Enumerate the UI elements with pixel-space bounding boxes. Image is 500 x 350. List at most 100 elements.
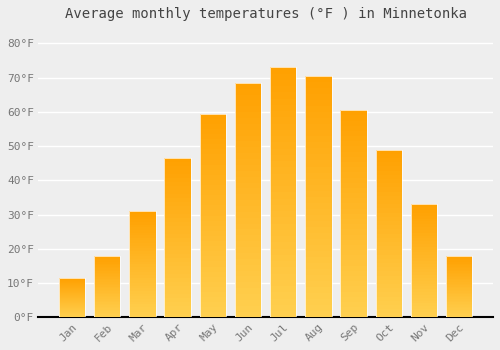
Bar [305, 136, 332, 142]
Bar [340, 214, 367, 219]
Bar [164, 218, 191, 222]
Bar [94, 268, 120, 270]
Bar [59, 294, 85, 295]
Bar [446, 279, 472, 280]
Bar [305, 94, 332, 100]
Bar [200, 277, 226, 282]
Bar [200, 226, 226, 231]
Bar [235, 89, 261, 94]
Bar [59, 314, 85, 315]
Bar [270, 293, 296, 299]
Bar [164, 178, 191, 182]
Bar [411, 267, 437, 270]
Bar [164, 306, 191, 309]
Bar [200, 251, 226, 256]
Bar [200, 164, 226, 170]
Bar [200, 241, 226, 246]
Bar [411, 252, 437, 255]
Bar [94, 312, 120, 313]
Bar [59, 288, 85, 289]
Bar [305, 118, 332, 124]
Bar [129, 211, 156, 317]
Bar [129, 315, 156, 317]
Bar [305, 82, 332, 88]
Bar [129, 278, 156, 280]
Bar [59, 298, 85, 299]
Bar [59, 292, 85, 293]
Bar [59, 281, 85, 282]
Bar [376, 280, 402, 284]
Bar [446, 256, 472, 257]
Bar [270, 286, 296, 293]
Bar [270, 124, 296, 130]
Bar [305, 227, 332, 233]
Bar [270, 68, 296, 74]
Bar [129, 296, 156, 299]
Bar [129, 291, 156, 294]
Bar [235, 224, 261, 230]
Bar [94, 259, 120, 260]
Bar [200, 292, 226, 297]
Bar [164, 186, 191, 190]
Bar [59, 316, 85, 317]
Bar [446, 273, 472, 274]
Bar [411, 306, 437, 309]
Bar [340, 173, 367, 177]
Bar [340, 198, 367, 203]
Bar [200, 246, 226, 251]
Bar [59, 297, 85, 298]
Bar [200, 302, 226, 307]
Bar [340, 286, 367, 292]
Bar [235, 230, 261, 235]
Bar [340, 312, 367, 317]
Bar [59, 304, 85, 305]
Bar [340, 255, 367, 260]
Bar [446, 276, 472, 278]
Bar [164, 262, 191, 266]
Bar [129, 309, 156, 312]
Bar [411, 247, 437, 250]
Bar [376, 301, 402, 305]
Bar [340, 147, 367, 152]
Bar [446, 256, 472, 317]
Bar [340, 229, 367, 234]
Bar [376, 187, 402, 191]
Bar [446, 274, 472, 276]
Bar [376, 158, 402, 162]
Bar [340, 183, 367, 188]
Bar [94, 316, 120, 317]
Bar [340, 126, 367, 131]
Bar [200, 195, 226, 200]
Bar [129, 219, 156, 222]
Bar [235, 271, 261, 276]
Bar [200, 297, 226, 302]
Bar [59, 301, 85, 302]
Bar [94, 301, 120, 302]
Bar [270, 167, 296, 174]
Bar [376, 305, 402, 309]
Bar [305, 76, 332, 82]
Bar [270, 280, 296, 286]
Bar [446, 305, 472, 307]
Bar [94, 313, 120, 314]
Bar [411, 292, 437, 295]
Bar [94, 282, 120, 284]
Bar [340, 281, 367, 286]
Bar [376, 242, 402, 246]
Bar [340, 276, 367, 281]
Bar [305, 185, 332, 191]
Bar [200, 200, 226, 205]
Bar [200, 210, 226, 216]
Bar [200, 231, 226, 236]
Bar [376, 275, 402, 280]
Bar [411, 261, 437, 264]
Bar [270, 211, 296, 217]
Bar [376, 149, 402, 317]
Bar [200, 175, 226, 180]
Bar [164, 166, 191, 170]
Bar [305, 251, 332, 257]
Bar [164, 254, 191, 258]
Bar [446, 302, 472, 303]
Bar [446, 290, 472, 291]
Bar [129, 275, 156, 278]
